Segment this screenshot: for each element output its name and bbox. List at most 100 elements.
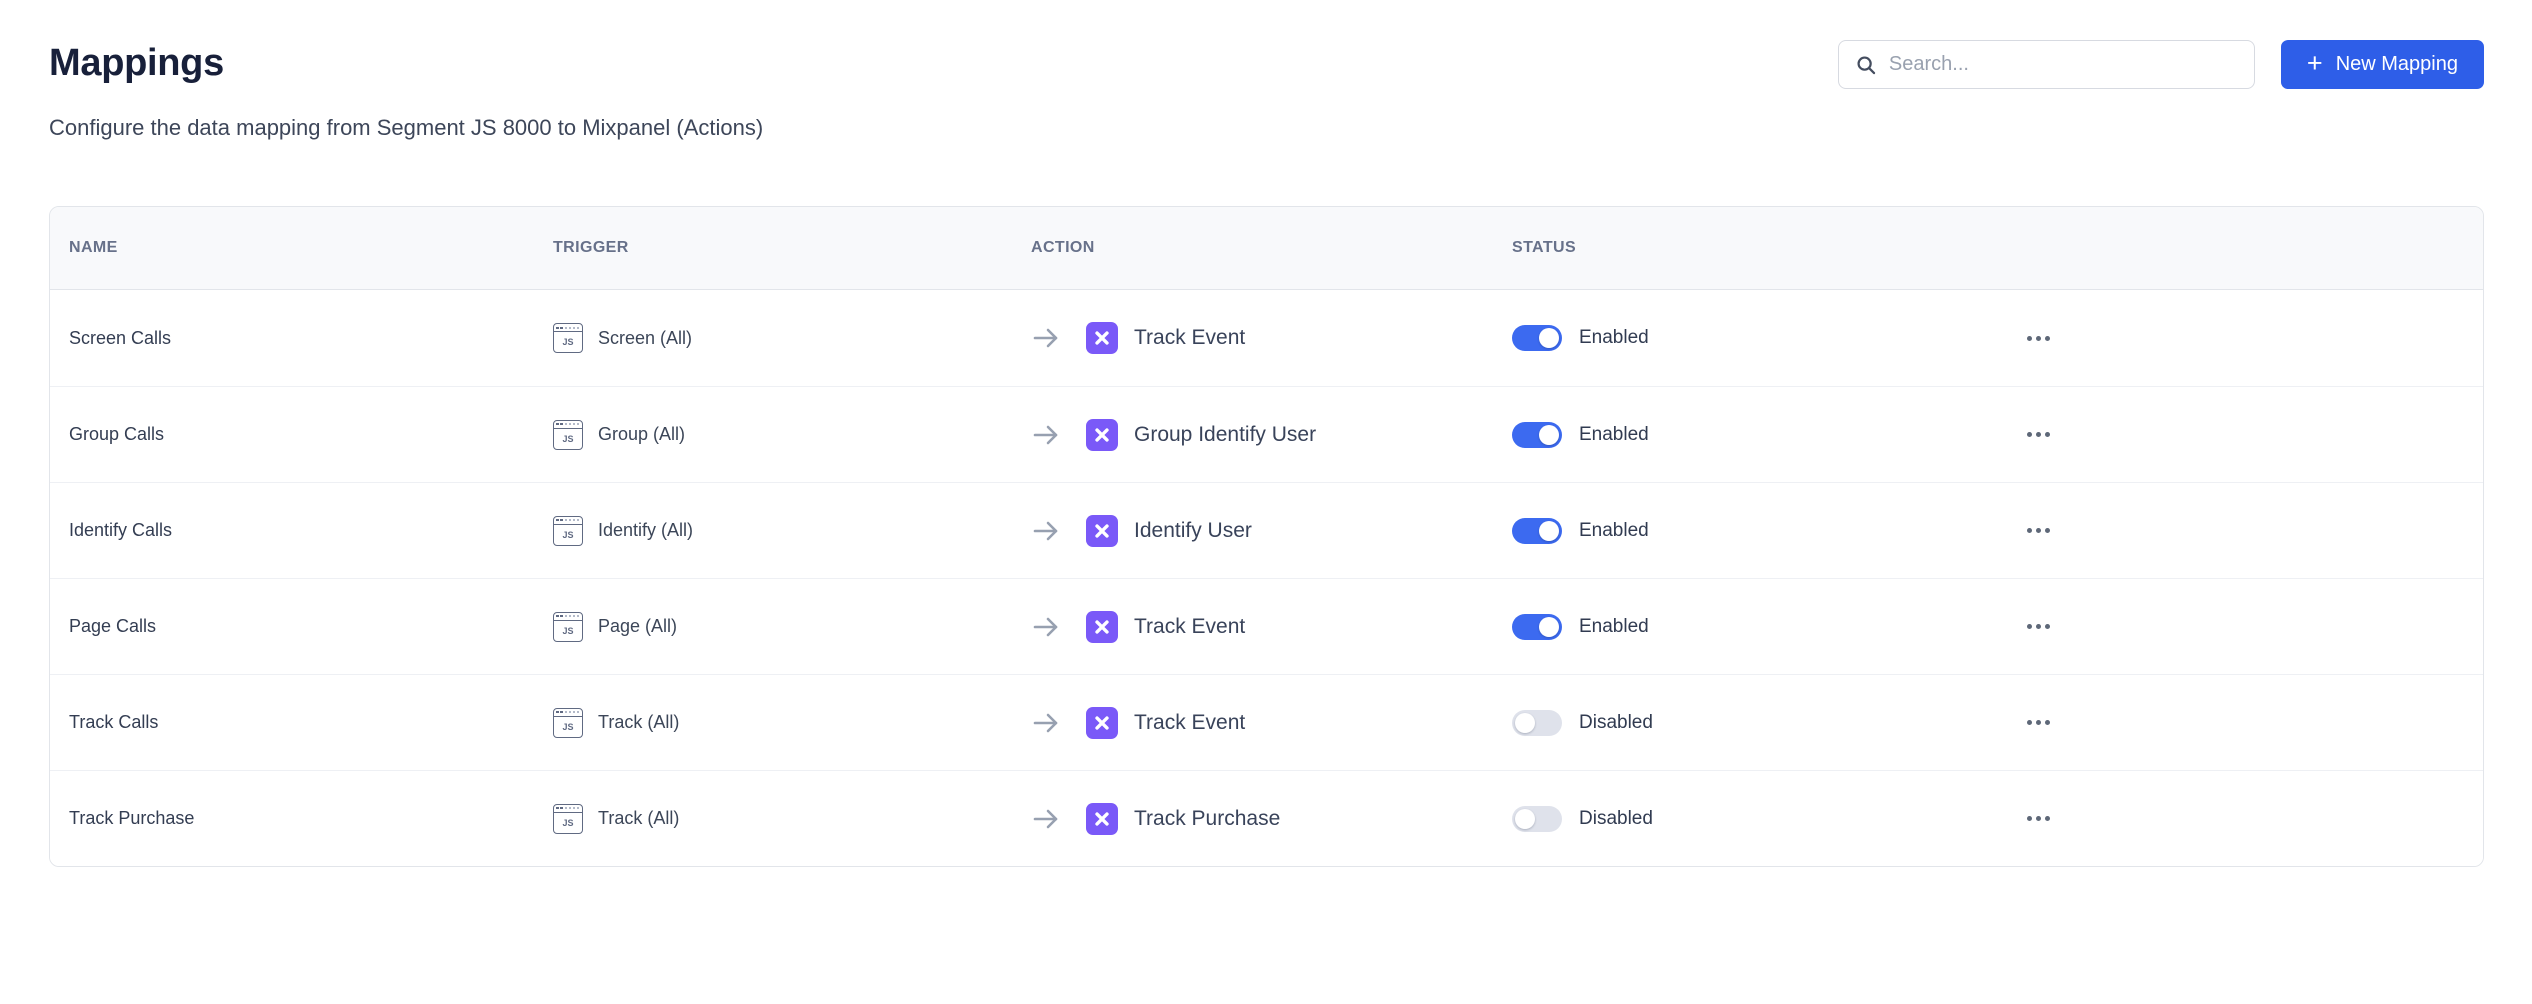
trigger-label: Track (All) — [598, 808, 680, 828]
segment-js-source-icon: JS — [553, 515, 583, 546]
row-menu-button[interactable] — [2021, 420, 2050, 450]
column-header-trigger: TRIGGER — [553, 239, 629, 256]
trigger-label: Track (All) — [598, 712, 680, 732]
trigger-cell: JS Identify (All) — [553, 515, 1031, 546]
arrow-right-icon — [1031, 807, 1061, 831]
status-toggle[interactable] — [1512, 805, 1562, 832]
toggle-knob — [1515, 808, 1535, 829]
status-toggle[interactable] — [1512, 613, 1562, 640]
segment-js-source-icon: JS — [553, 419, 583, 450]
menu-cell — [2021, 420, 2483, 450]
ellipsis-icon — [2027, 720, 2032, 725]
mixpanel-destination-icon — [1086, 610, 1118, 643]
status-cell: Enabled — [1512, 421, 2021, 448]
table-row: Page Calls JS Page (All) Track Event Ena… — [50, 578, 2483, 674]
mapping-name: Track Purchase — [69, 808, 195, 828]
segment-js-source-icon: JS — [553, 611, 583, 642]
table-row: Group Calls JS Group (All) Group Identif… — [50, 386, 2483, 482]
status-label: Enabled — [1579, 615, 1649, 637]
status-label: Disabled — [1579, 711, 1653, 733]
trigger-label: Screen (All) — [598, 327, 693, 348]
action-cell: Track Event — [1031, 610, 1512, 643]
ellipsis-icon — [2027, 528, 2032, 533]
column-header-name: NAME — [69, 239, 118, 256]
toggle-knob — [1515, 712, 1535, 733]
action-label: Track Purchase — [1134, 806, 1281, 830]
name-cell: Group Calls — [69, 424, 553, 445]
table-row: Track Purchase JS Track (All) Track Purc… — [50, 770, 2483, 866]
toggle-knob — [1539, 328, 1559, 348]
segment-js-source-icon: JS — [553, 323, 583, 353]
action-label: Track Event — [1134, 326, 1246, 349]
row-menu-button[interactable] — [2021, 516, 2050, 546]
table-row: Track Calls JS Track (All) Track Event D… — [50, 674, 2483, 770]
action-label: Track Event — [1134, 710, 1246, 734]
trigger-cell: JS Page (All) — [553, 611, 1031, 642]
action-cell: Track Event — [1031, 322, 1512, 354]
row-menu-button[interactable] — [2021, 612, 2050, 642]
trigger-label: Page (All) — [598, 616, 678, 636]
arrow-right-icon — [1031, 615, 1061, 639]
menu-cell — [2021, 804, 2483, 834]
arrow-right-icon — [1031, 423, 1061, 447]
status-label: Enabled — [1579, 327, 1649, 348]
action-cell: Track Event — [1031, 706, 1512, 739]
row-menu-button[interactable] — [2021, 323, 2050, 353]
table-header-row: NAME TRIGGER ACTION STATUS — [50, 207, 2483, 290]
table-row: Screen Calls JS Screen (All) Track Event… — [50, 290, 2483, 386]
mapping-name: Identify Calls — [69, 520, 173, 540]
search-box[interactable] — [1837, 40, 2255, 89]
mixpanel-destination-icon — [1086, 802, 1118, 835]
trigger-label: Identify (All) — [598, 520, 694, 540]
header-left: Mappings Configure the data mapping from… — [49, 40, 763, 142]
action-cell: Identify User — [1031, 514, 1512, 547]
new-mapping-button[interactable]: + New Mapping — [2280, 40, 2484, 89]
action-label: Track Event — [1134, 614, 1246, 638]
mixpanel-destination-icon — [1086, 514, 1118, 547]
mappings-table: NAME TRIGGER ACTION STATUS Screen Calls … — [49, 206, 2484, 867]
status-toggle[interactable] — [1512, 325, 1562, 351]
mixpanel-destination-icon — [1086, 706, 1118, 739]
name-cell: Identify Calls — [69, 520, 553, 541]
ellipsis-icon — [2027, 432, 2032, 437]
name-cell: Track Calls — [69, 712, 553, 733]
page-title: Mappings — [49, 42, 224, 84]
status-toggle[interactable] — [1512, 709, 1562, 736]
row-menu-button[interactable] — [2021, 708, 2050, 738]
search-input[interactable] — [1888, 53, 2238, 76]
trigger-cell: JS Group (All) — [553, 419, 1031, 450]
ellipsis-icon — [2027, 335, 2032, 341]
new-mapping-label: New Mapping — [2335, 53, 2458, 75]
mapping-name: Screen Calls — [69, 327, 172, 348]
action-cell: Track Purchase — [1031, 802, 1512, 835]
toggle-knob — [1539, 424, 1559, 445]
search-icon — [1857, 55, 1876, 74]
name-cell: Track Purchase — [69, 808, 553, 829]
status-cell: Disabled — [1512, 709, 2021, 736]
status-toggle[interactable] — [1512, 421, 1562, 448]
menu-cell — [2021, 612, 2483, 642]
menu-cell — [2021, 323, 2483, 353]
segment-js-source-icon: JS — [553, 707, 583, 738]
status-cell: Enabled — [1512, 613, 2021, 640]
mapping-name: Page Calls — [69, 616, 157, 636]
action-label: Group Identify User — [1134, 422, 1317, 446]
name-cell: Page Calls — [69, 616, 553, 637]
status-cell: Enabled — [1512, 325, 2021, 351]
row-menu-button[interactable] — [2021, 804, 2050, 834]
arrow-right-icon — [1031, 326, 1061, 350]
action-label: Identify User — [1134, 518, 1252, 542]
header-actions: + New Mapping — [1837, 40, 2484, 89]
plus-icon: + — [2306, 48, 2323, 78]
page-header: Mappings Configure the data mapping from… — [49, 40, 2484, 142]
arrow-right-icon — [1031, 519, 1061, 543]
status-toggle[interactable] — [1512, 517, 1562, 544]
mapping-name: Group Calls — [69, 424, 165, 444]
toggle-knob — [1539, 520, 1559, 541]
action-cell: Group Identify User — [1031, 418, 1512, 451]
ellipsis-icon — [2027, 816, 2032, 821]
toggle-knob — [1539, 616, 1559, 637]
segment-js-source-icon: JS — [553, 803, 583, 834]
status-label: Disabled — [1579, 807, 1653, 829]
trigger-cell: JS Track (All) — [553, 707, 1031, 738]
